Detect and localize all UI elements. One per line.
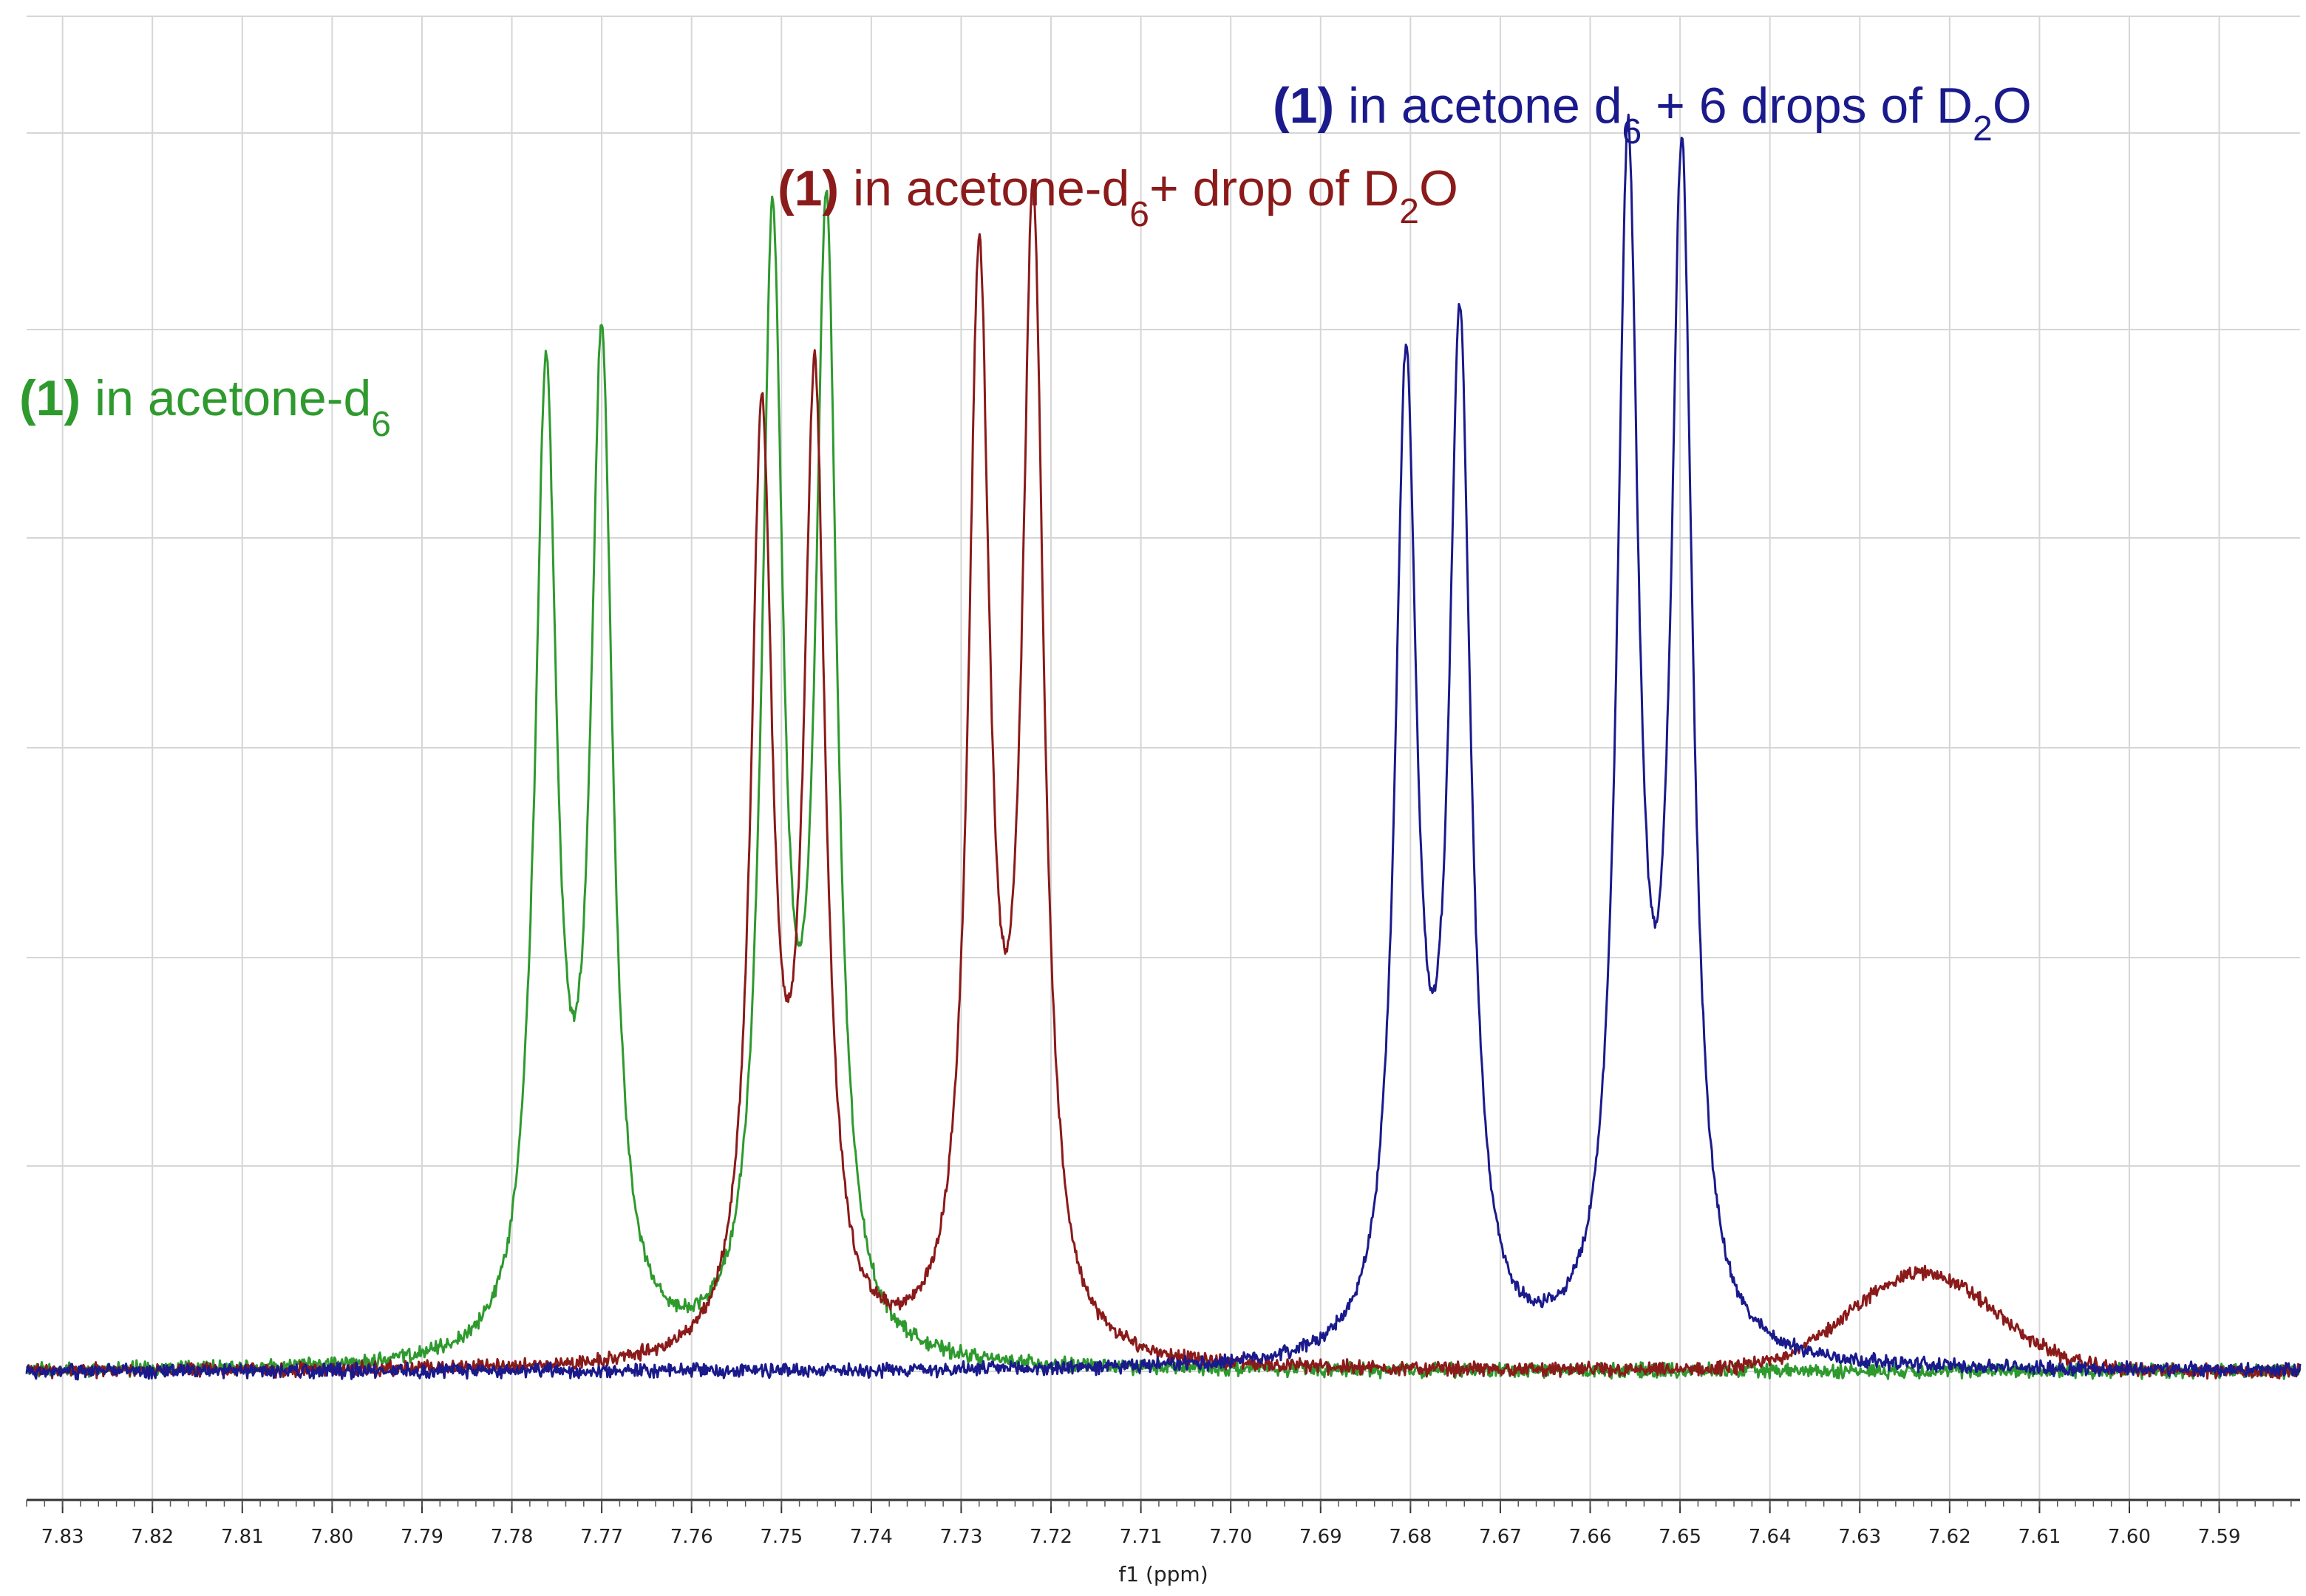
tick-label: 7.76 bbox=[670, 1526, 713, 1548]
legend-blue-tail: + 6 drops of D bbox=[1642, 78, 1973, 134]
tick-label: 7.79 bbox=[401, 1526, 443, 1548]
legend-red-number: (1) bbox=[778, 160, 839, 216]
spectrum-line-red bbox=[25, 179, 2302, 1380]
spectrum-line-blue bbox=[25, 113, 2302, 1381]
legend-red-tail: + drop of D bbox=[1149, 160, 1399, 216]
tick-label: 7.82 bbox=[131, 1526, 174, 1548]
tick-label: 7.62 bbox=[1928, 1526, 1971, 1548]
legend-red-text: in acetone-d bbox=[839, 160, 1129, 216]
tick-label: 7.67 bbox=[1479, 1526, 1522, 1548]
tick-label: 7.69 bbox=[1299, 1526, 1342, 1548]
tick-label: 7.71 bbox=[1120, 1526, 1163, 1548]
legend-green-number: (1) bbox=[19, 370, 81, 426]
legend-blue-number: (1) bbox=[1273, 78, 1334, 134]
legend-red: (1) in acetone-d6+ drop of D2O bbox=[778, 160, 1458, 234]
tick-label: 7.77 bbox=[580, 1526, 623, 1548]
legend-green-sub: 6 bbox=[371, 405, 391, 444]
tick-label: 7.68 bbox=[1389, 1526, 1432, 1548]
tick-label: 7.73 bbox=[939, 1526, 982, 1548]
legend-blue-end: O bbox=[1993, 78, 2032, 134]
tick-label: 7.78 bbox=[491, 1526, 534, 1548]
tick-label: 7.75 bbox=[760, 1526, 803, 1548]
tick-label: 7.74 bbox=[850, 1526, 893, 1548]
tick-label: 7.61 bbox=[2018, 1526, 2061, 1548]
legend-green: (1) in acetone-d6 bbox=[19, 370, 391, 444]
tick-label: 7.72 bbox=[1030, 1526, 1072, 1548]
legend-blue: (1) in acetone d6 + 6 drops of D2O bbox=[1273, 78, 2032, 151]
legend-blue-tail-sub: 2 bbox=[1973, 109, 1993, 149]
tick-label: 7.70 bbox=[1209, 1526, 1252, 1548]
legend-red-sub: 6 bbox=[1129, 195, 1149, 234]
legend-blue-text: in acetone d bbox=[1334, 78, 1622, 134]
tick-label: 7.83 bbox=[41, 1526, 84, 1548]
spectrum-line-green bbox=[25, 189, 2302, 1380]
tick-label: 7.59 bbox=[2198, 1526, 2241, 1548]
x-axis-ticks: 7.83 7.82 7.81 7.80 7.79 7.78 7.77 7.76 7.75 7.74… bbox=[26, 1500, 2292, 1548]
tick-label: 7.63 bbox=[1838, 1526, 1881, 1548]
tick-label: 7.60 bbox=[2108, 1526, 2151, 1548]
spectra bbox=[25, 113, 2302, 1381]
tick-label: 7.80 bbox=[310, 1526, 353, 1548]
tick-label: 7.64 bbox=[1749, 1526, 1792, 1548]
legend-red-tail-sub: 2 bbox=[1399, 192, 1419, 231]
legend-green-text: in acetone-d bbox=[81, 370, 371, 426]
tick-label: 7.81 bbox=[221, 1526, 264, 1548]
legend-red-end: O bbox=[1419, 160, 1458, 216]
legend-blue-sub: 6 bbox=[1622, 112, 1642, 151]
tick-label: 7.66 bbox=[1569, 1526, 1612, 1548]
x-axis-label: f1 (ppm) bbox=[1118, 1562, 1208, 1586]
tick-label: 7.65 bbox=[1659, 1526, 1701, 1548]
